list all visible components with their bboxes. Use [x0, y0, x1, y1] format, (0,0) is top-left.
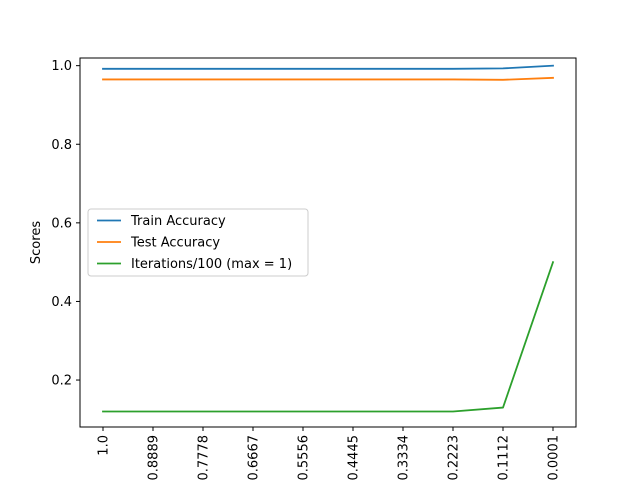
- series-line-1: [102, 76, 554, 81]
- y-tick-label: 0.8: [51, 138, 72, 153]
- x-tick-label: 0.1112: [497, 435, 512, 480]
- series-line-2: [102, 261, 555, 413]
- y-axis-label: Scores: [29, 221, 44, 264]
- y-tick-label: 0.6: [51, 216, 72, 231]
- plot-lines: [102, 64, 555, 413]
- x-tick-label: 1.0: [97, 435, 112, 456]
- x-tick-label: 0.2223: [447, 435, 462, 480]
- x-tick-label: 0.5556: [297, 435, 312, 480]
- y-axis: 0.2 0.4 0.6 0.8 1.0: [51, 59, 80, 389]
- legend: Train Accuracy Test Accuracy Iterations/10…: [87, 208, 309, 277]
- y-tick-label: 1.0: [51, 59, 72, 74]
- y-tick-label: 0.2: [51, 374, 72, 389]
- legend-box: [87, 208, 309, 277]
- plot-frame: [79, 57, 577, 428]
- y-tick-label: 0.4: [51, 295, 72, 310]
- legend-label: Train Accuracy: [130, 214, 226, 229]
- series-line-0: [102, 64, 554, 70]
- x-axis: 1.0 0.8889 0.7778 0.6667 0.5556 0.4445 0.3334 0…: [97, 427, 562, 481]
- x-tick-label: 0.6667: [247, 435, 262, 480]
- x-tick-label: 0.3334: [397, 435, 412, 480]
- legend-label: Test Accuracy: [130, 236, 220, 251]
- x-tick-label: 0.4445: [347, 435, 362, 480]
- x-tick-label: 0.0001: [547, 435, 562, 480]
- x-tick-label: 0.7778: [197, 435, 212, 480]
- legend-label: Iterations/100 (max = 1): [131, 257, 292, 272]
- x-tick-label: 0.8889: [147, 435, 162, 480]
